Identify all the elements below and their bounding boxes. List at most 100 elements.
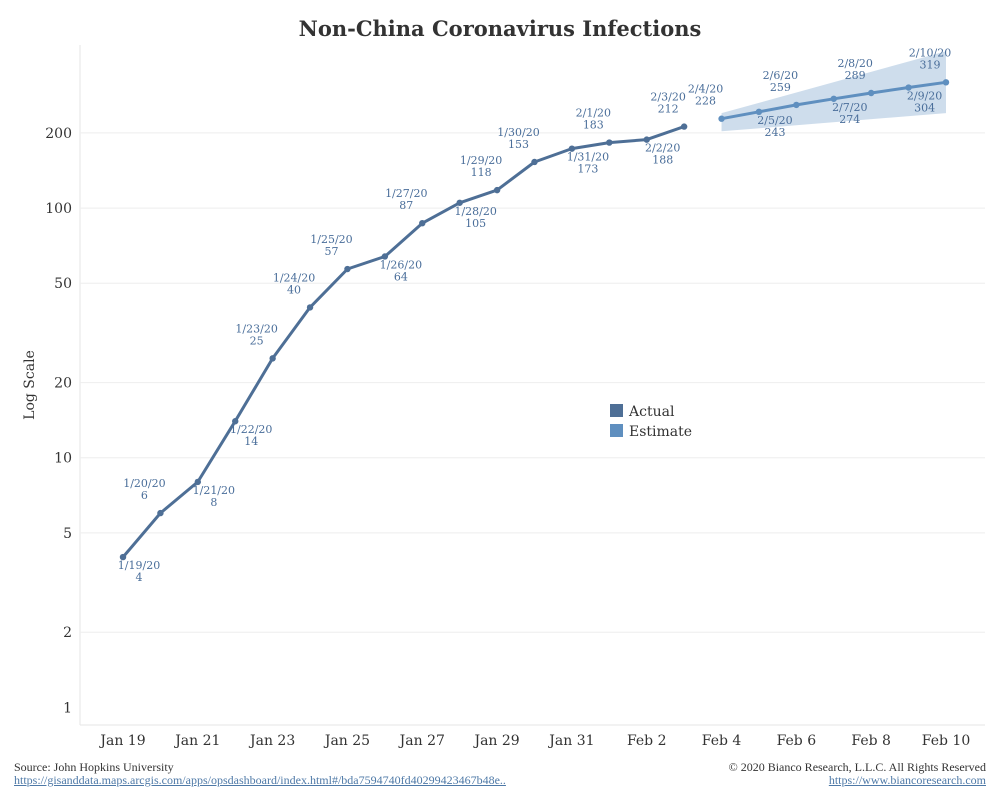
website-link[interactable]: https://www.biancoresearch.com	[828, 773, 986, 787]
estimate-data-point	[755, 108, 763, 116]
data-label-date: 1/24/20	[273, 271, 315, 284]
actual-data-point	[456, 199, 463, 206]
source-text: Source: John Hopkins University	[14, 760, 174, 774]
data-label-date: 1/19/20	[118, 559, 160, 572]
y-tick-label: 1	[63, 700, 72, 716]
actual-data-point	[680, 123, 688, 130]
data-label-date: 1/25/20	[310, 233, 352, 246]
legend-layer: Actual Estimate	[610, 404, 692, 440]
y-tick-label: 5	[63, 526, 72, 542]
estimate-data-point	[942, 79, 950, 86]
actual-data-point	[381, 253, 389, 260]
actual-data-point	[419, 219, 426, 227]
data-label-date: 1/21/20	[193, 484, 235, 497]
line-layer	[121, 80, 947, 559]
x-tick-label: Jan 19	[98, 733, 145, 749]
x-tick-label: Feb 4	[702, 733, 742, 749]
data-label-value: 87	[399, 199, 413, 212]
data-label-date: 1/30/20	[497, 126, 539, 139]
data-label-value: 6	[141, 489, 148, 502]
data-label-date: 2/4/20	[688, 83, 723, 96]
estimate-data-point	[718, 115, 725, 122]
data-label-value: 228	[695, 95, 716, 108]
data-label-date: 1/31/20	[567, 151, 609, 164]
data-label-date: 2/1/20	[576, 107, 611, 120]
y-tick-label: 200	[45, 126, 72, 142]
data-label-date: 2/8/20	[837, 57, 872, 70]
estimate-data-point	[793, 101, 800, 109]
actual-data-point	[269, 355, 276, 362]
data-label-value: 319	[920, 58, 941, 71]
data-label-value: 64	[394, 270, 408, 283]
actual-data-point	[606, 139, 613, 146]
x-tick-label: Feb 8	[851, 733, 891, 749]
grid-layer	[79, 45, 985, 726]
actual-data-point	[643, 136, 650, 143]
y-tick-label: 100	[45, 201, 72, 217]
actual-data-point	[119, 553, 127, 561]
data-label-date: 2/6/20	[763, 69, 798, 82]
data-label-value: 105	[465, 217, 486, 230]
actual-data-point	[157, 509, 164, 517]
data-label-value: 304	[914, 102, 935, 115]
x-tick-label: Jan 31	[547, 733, 594, 749]
legend-label-estimate: Estimate	[629, 424, 692, 440]
point-layer	[119, 79, 950, 561]
x-tick-label: Jan 27	[398, 733, 445, 749]
legend-swatch-actual	[610, 404, 623, 417]
chart-title: Non-China Coronavirus Infections	[298, 16, 702, 41]
data-label-value: 40	[287, 283, 301, 296]
x-tick-label: Jan 29	[472, 733, 519, 749]
data-label-value: 274	[839, 113, 860, 126]
source-link[interactable]: https://gisanddata.maps.arcgis.com/apps/…	[14, 773, 506, 787]
y-axis-title: Log Scale	[22, 350, 38, 420]
y-tick-label: 10	[54, 451, 72, 467]
data-label-value: 118	[471, 166, 492, 179]
data-label-date: 2/3/20	[650, 91, 685, 104]
x-tick-label: Jan 23	[248, 733, 295, 749]
estimate-band	[721, 51, 946, 132]
actual-data-point	[568, 145, 576, 152]
data-label-value: 259	[770, 81, 791, 94]
y-tick-label: 50	[54, 276, 72, 292]
legend-label-actual: Actual	[628, 404, 675, 420]
actual-data-point	[531, 158, 538, 166]
data-label-value: 4	[136, 571, 143, 584]
actual-data-point	[344, 265, 351, 273]
data-label-value: 153	[508, 138, 529, 151]
data-label-value: 183	[583, 119, 604, 132]
data-label-value: 188	[652, 154, 673, 167]
y-tick-label: 20	[54, 376, 72, 392]
data-label-date: 2/9/20	[907, 90, 942, 103]
estimate-data-point	[867, 89, 875, 97]
data-label-value: 173	[577, 163, 598, 176]
data-label-value: 212	[658, 103, 679, 116]
data-label-value: 289	[845, 69, 866, 82]
data-label-value: 57	[324, 245, 338, 258]
data-label-date: 2/7/20	[832, 101, 867, 114]
data-label-date: 1/29/20	[460, 154, 502, 167]
data-label-date: 1/27/20	[385, 187, 427, 200]
actual-data-point	[232, 418, 239, 425]
actual-data-point	[194, 478, 202, 486]
copyright-text: © 2020 Bianco Research, L.L.C. All Right…	[728, 760, 986, 774]
actual-data-point	[306, 304, 314, 311]
x-tick-label: Jan 25	[323, 733, 370, 749]
data-label-date: 1/22/20	[230, 423, 272, 436]
estimate-data-point	[830, 95, 837, 102]
data-label-date: 1/26/20	[380, 258, 422, 271]
data-label-value: 8	[210, 496, 217, 509]
data-label-date: 2/2/20	[645, 142, 680, 155]
data-label-date: 1/20/20	[123, 477, 165, 490]
data-label-value: 25	[250, 334, 264, 347]
data-label-date: 2/5/20	[757, 114, 792, 127]
y-tick-label: 2	[63, 625, 72, 641]
legend-swatch-estimate	[610, 424, 623, 437]
x-tick-label: Jan 21	[173, 733, 220, 749]
data-label-date: 1/28/20	[454, 205, 496, 218]
data-label-value: 14	[244, 435, 258, 448]
actual-data-point	[493, 186, 501, 194]
